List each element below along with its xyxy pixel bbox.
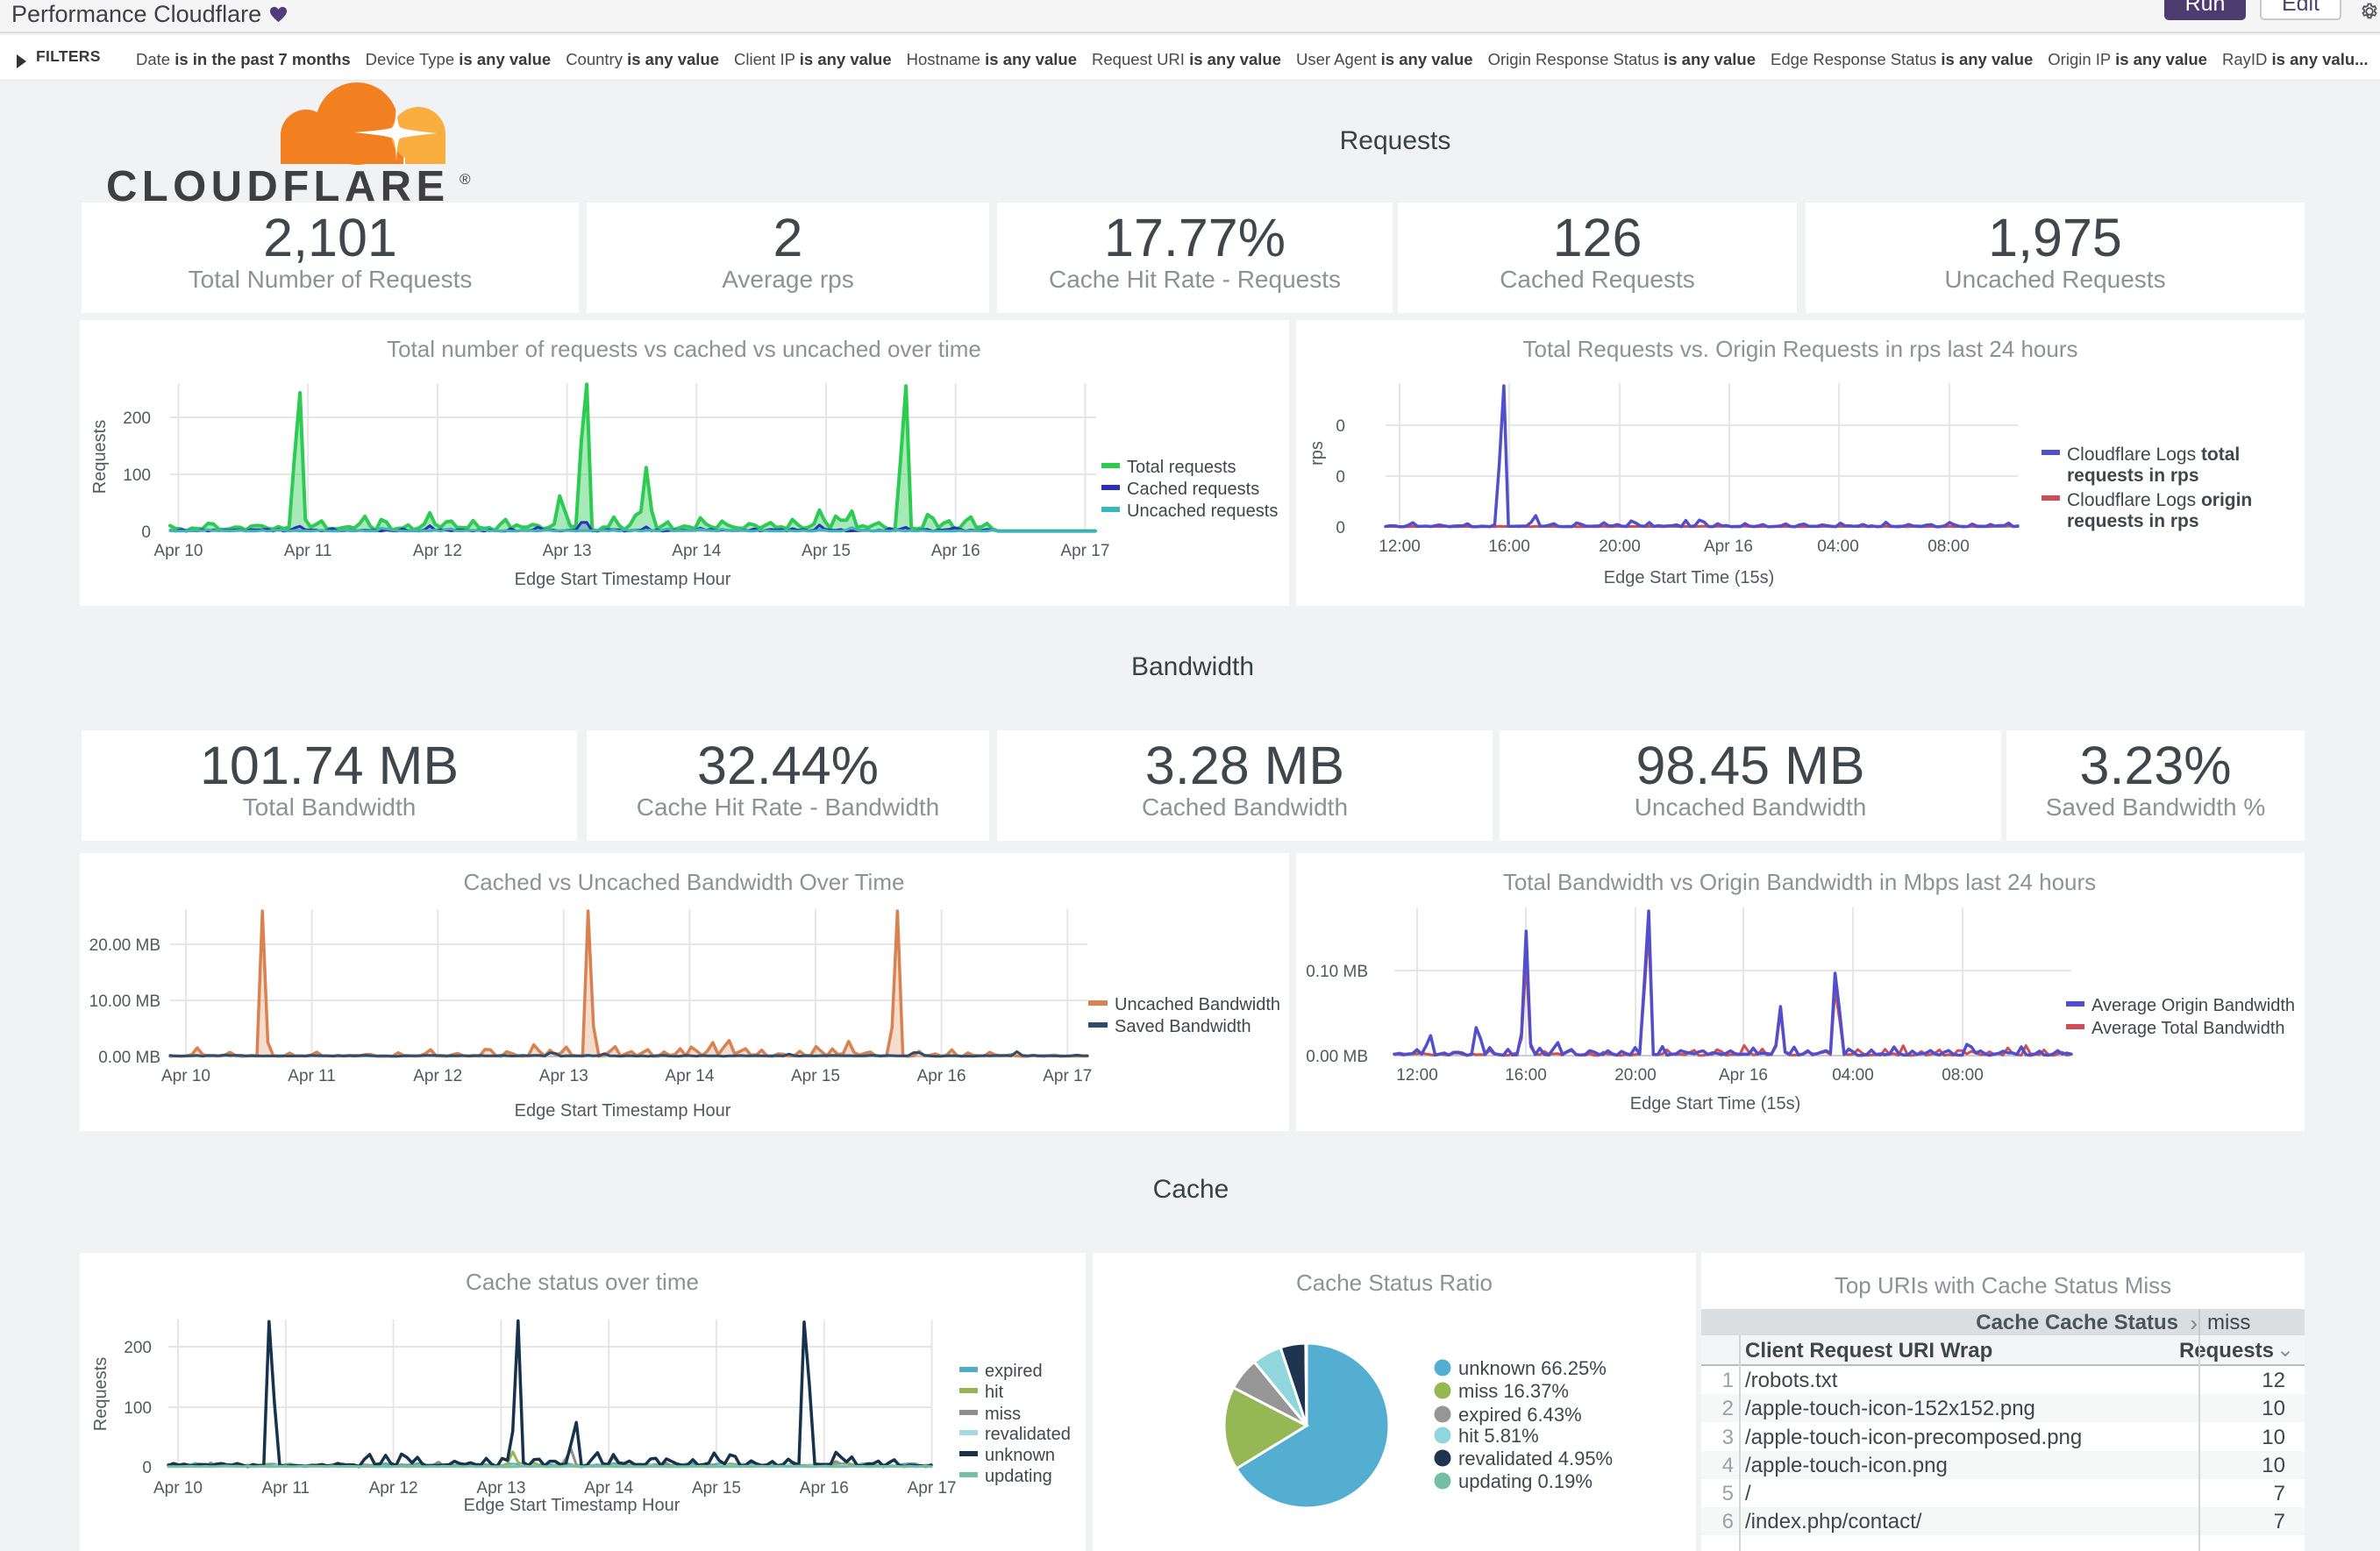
svg-text:Cache status over time: Cache status over time: [466, 1269, 699, 1295]
svg-text:04:00: 04:00: [1817, 537, 1859, 556]
svg-text:Apr 17: Apr 17: [1060, 542, 1109, 560]
svg-text:20:00: 20:00: [1599, 537, 1641, 556]
svg-text:0: 0: [1336, 519, 1345, 537]
svg-text:Edge Start Time (15s): Edge Start Time (15s): [1604, 568, 1775, 587]
svg-text:Apr 14: Apr 14: [584, 1479, 633, 1498]
svg-text:Apr 12: Apr 12: [413, 1067, 462, 1085]
svg-text:200: 200: [124, 1339, 152, 1357]
svg-text:Total Requests vs. Origin Requ: Total Requests vs. Origin Requests in rp…: [1523, 336, 2078, 362]
svg-text:10.00 MB: 10.00 MB: [89, 992, 160, 1011]
svg-text:Apr 11: Apr 11: [288, 1067, 336, 1085]
svg-text:Average Origin Bandwidth: Average Origin Bandwidth: [2091, 996, 2295, 1015]
svg-text:16:00: 16:00: [1505, 1066, 1547, 1085]
svg-text:200: 200: [123, 409, 151, 428]
svg-text:0: 0: [1336, 417, 1345, 436]
svg-text:Edge Start Timestamp Hour: Edge Start Timestamp Hour: [515, 1101, 731, 1121]
svg-text:Apr 17: Apr 17: [1043, 1067, 1092, 1085]
svg-text:Cache Status Ratio: Cache Status Ratio: [1296, 1270, 1493, 1296]
svg-text:0: 0: [141, 523, 151, 542]
svg-text:0: 0: [1336, 468, 1345, 487]
svg-text:0.00 MB: 0.00 MB: [98, 1049, 160, 1067]
svg-text:revalidated: revalidated: [985, 1425, 1071, 1444]
svg-text:Apr 16: Apr 16: [800, 1479, 849, 1498]
svg-text:Cloudflare Logs total: Cloudflare Logs total: [2067, 445, 2240, 465]
svg-text:requests in rps: requests in rps: [2067, 466, 2199, 486]
svg-text:Apr 11: Apr 11: [262, 1479, 310, 1498]
svg-text:100: 100: [123, 466, 151, 485]
svg-text:Apr 11: Apr 11: [284, 542, 332, 560]
svg-text:Total requests: Total requests: [1127, 458, 1236, 477]
svg-text:Apr 17: Apr 17: [908, 1479, 957, 1498]
svg-text:04:00: 04:00: [1832, 1066, 1874, 1085]
svg-text:updating 0.19%: updating 0.19%: [1458, 1470, 1593, 1492]
svg-text:Cached requests: Cached requests: [1127, 480, 1259, 499]
svg-text:Average Total Bandwidth: Average Total Bandwidth: [2091, 1019, 2285, 1038]
svg-text:rps: rps: [1308, 441, 1327, 466]
svg-text:08:00: 08:00: [1928, 537, 1970, 556]
svg-text:Total Bandwidth vs Origin Band: Total Bandwidth vs Origin Bandwidth in M…: [1503, 869, 2096, 895]
svg-text:Apr 13: Apr 13: [476, 1479, 525, 1498]
svg-text:Apr 16: Apr 16: [931, 542, 980, 560]
svg-text:Edge Start Timestamp Hour: Edge Start Timestamp Hour: [464, 1496, 681, 1515]
svg-text:Apr 13: Apr 13: [543, 542, 592, 560]
svg-text:Total number of requests vs ca: Total number of requests vs cached vs un…: [387, 336, 981, 362]
svg-text:Requests: Requests: [91, 1357, 110, 1432]
svg-text:Apr 14: Apr 14: [665, 1067, 714, 1085]
svg-text:revalidated 4.95%: revalidated 4.95%: [1458, 1448, 1613, 1469]
svg-text:Apr 10: Apr 10: [154, 542, 203, 560]
svg-text:100: 100: [124, 1399, 152, 1418]
svg-text:Requests: Requests: [90, 420, 110, 494]
svg-text:Cached vs Uncached Bandwidth O: Cached vs Uncached Bandwidth Over Time: [464, 869, 905, 895]
svg-text:requests in rps: requests in rps: [2067, 511, 2199, 531]
svg-text:Apr 16: Apr 16: [1704, 537, 1753, 556]
svg-text:Edge Start Time (15s): Edge Start Time (15s): [1630, 1094, 1801, 1113]
svg-text:Uncached Bandwidth: Uncached Bandwidth: [1115, 995, 1280, 1014]
svg-text:®: ®: [460, 171, 471, 188]
svg-text:20:00: 20:00: [1614, 1066, 1657, 1085]
svg-text:updating: updating: [985, 1467, 1052, 1486]
svg-text:unknown: unknown: [985, 1446, 1055, 1465]
svg-text:Apr 16: Apr 16: [1719, 1066, 1768, 1085]
svg-text:Apr 15: Apr 15: [802, 542, 851, 560]
svg-text:expired: expired: [985, 1362, 1043, 1381]
svg-text:08:00: 08:00: [1942, 1066, 1984, 1085]
svg-text:Apr 10: Apr 10: [161, 1067, 210, 1085]
svg-text:unknown 66.25%: unknown 66.25%: [1458, 1357, 1607, 1379]
svg-text:Apr 14: Apr 14: [672, 542, 721, 560]
svg-text:Apr 12: Apr 12: [369, 1479, 418, 1498]
svg-text:expired 6.43%: expired 6.43%: [1458, 1404, 1582, 1426]
svg-text:hit 5.81%: hit 5.81%: [1458, 1425, 1539, 1447]
svg-text:12:00: 12:00: [1379, 537, 1421, 556]
svg-text:Cloudflare Logs origin: Cloudflare Logs origin: [2067, 490, 2252, 510]
svg-text:16:00: 16:00: [1488, 537, 1530, 556]
svg-text:Uncached requests: Uncached requests: [1127, 502, 1278, 521]
svg-text:Apr 16: Apr 16: [917, 1067, 966, 1085]
svg-text:Saved Bandwidth: Saved Bandwidth: [1115, 1017, 1251, 1036]
svg-text:0.00 MB: 0.00 MB: [1306, 1048, 1368, 1066]
svg-text:0: 0: [142, 1459, 152, 1477]
svg-text:20.00 MB: 20.00 MB: [89, 936, 160, 955]
svg-text:miss 16.37%: miss 16.37%: [1458, 1380, 1569, 1402]
svg-text:Apr 13: Apr 13: [539, 1067, 588, 1085]
svg-text:CLOUDFLARE: CLOUDFLARE: [106, 163, 450, 206]
svg-text:Apr 15: Apr 15: [791, 1067, 840, 1085]
svg-text:miss: miss: [985, 1405, 1021, 1424]
svg-text:Edge Start Timestamp Hour: Edge Start Timestamp Hour: [515, 570, 731, 589]
svg-text:Apr 12: Apr 12: [413, 542, 462, 560]
svg-text:Apr 10: Apr 10: [153, 1479, 203, 1498]
svg-text:12:00: 12:00: [1396, 1066, 1438, 1085]
svg-text:hit: hit: [985, 1383, 1004, 1402]
svg-text:Apr 15: Apr 15: [692, 1479, 741, 1498]
svg-text:0.10 MB: 0.10 MB: [1306, 963, 1368, 981]
